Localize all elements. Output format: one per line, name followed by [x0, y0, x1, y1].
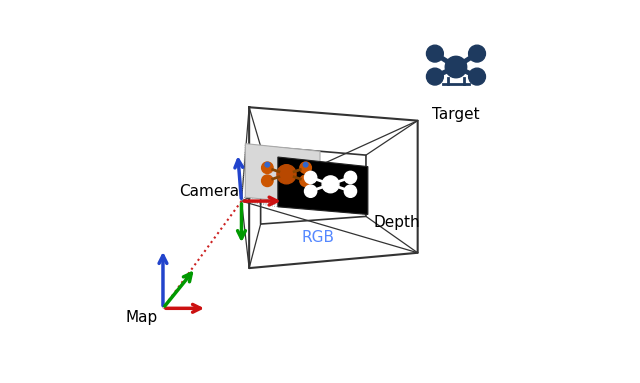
Circle shape — [277, 165, 296, 184]
Circle shape — [300, 162, 312, 173]
Polygon shape — [278, 157, 368, 214]
Circle shape — [262, 175, 273, 187]
Circle shape — [426, 68, 444, 85]
Circle shape — [265, 162, 269, 167]
Circle shape — [305, 185, 317, 197]
Circle shape — [305, 171, 317, 183]
Text: Camera: Camera — [179, 184, 239, 199]
Circle shape — [344, 171, 356, 183]
Circle shape — [468, 45, 486, 62]
Circle shape — [300, 175, 312, 187]
Polygon shape — [245, 144, 320, 205]
Circle shape — [322, 176, 339, 193]
Circle shape — [426, 45, 444, 62]
Text: Depth: Depth — [373, 214, 420, 230]
Circle shape — [303, 162, 308, 167]
Circle shape — [344, 185, 356, 197]
Circle shape — [262, 162, 273, 173]
Circle shape — [445, 56, 467, 78]
Text: Target: Target — [432, 107, 480, 123]
Text: Map: Map — [126, 310, 158, 326]
Circle shape — [468, 68, 486, 85]
Text: RGB: RGB — [301, 230, 335, 245]
